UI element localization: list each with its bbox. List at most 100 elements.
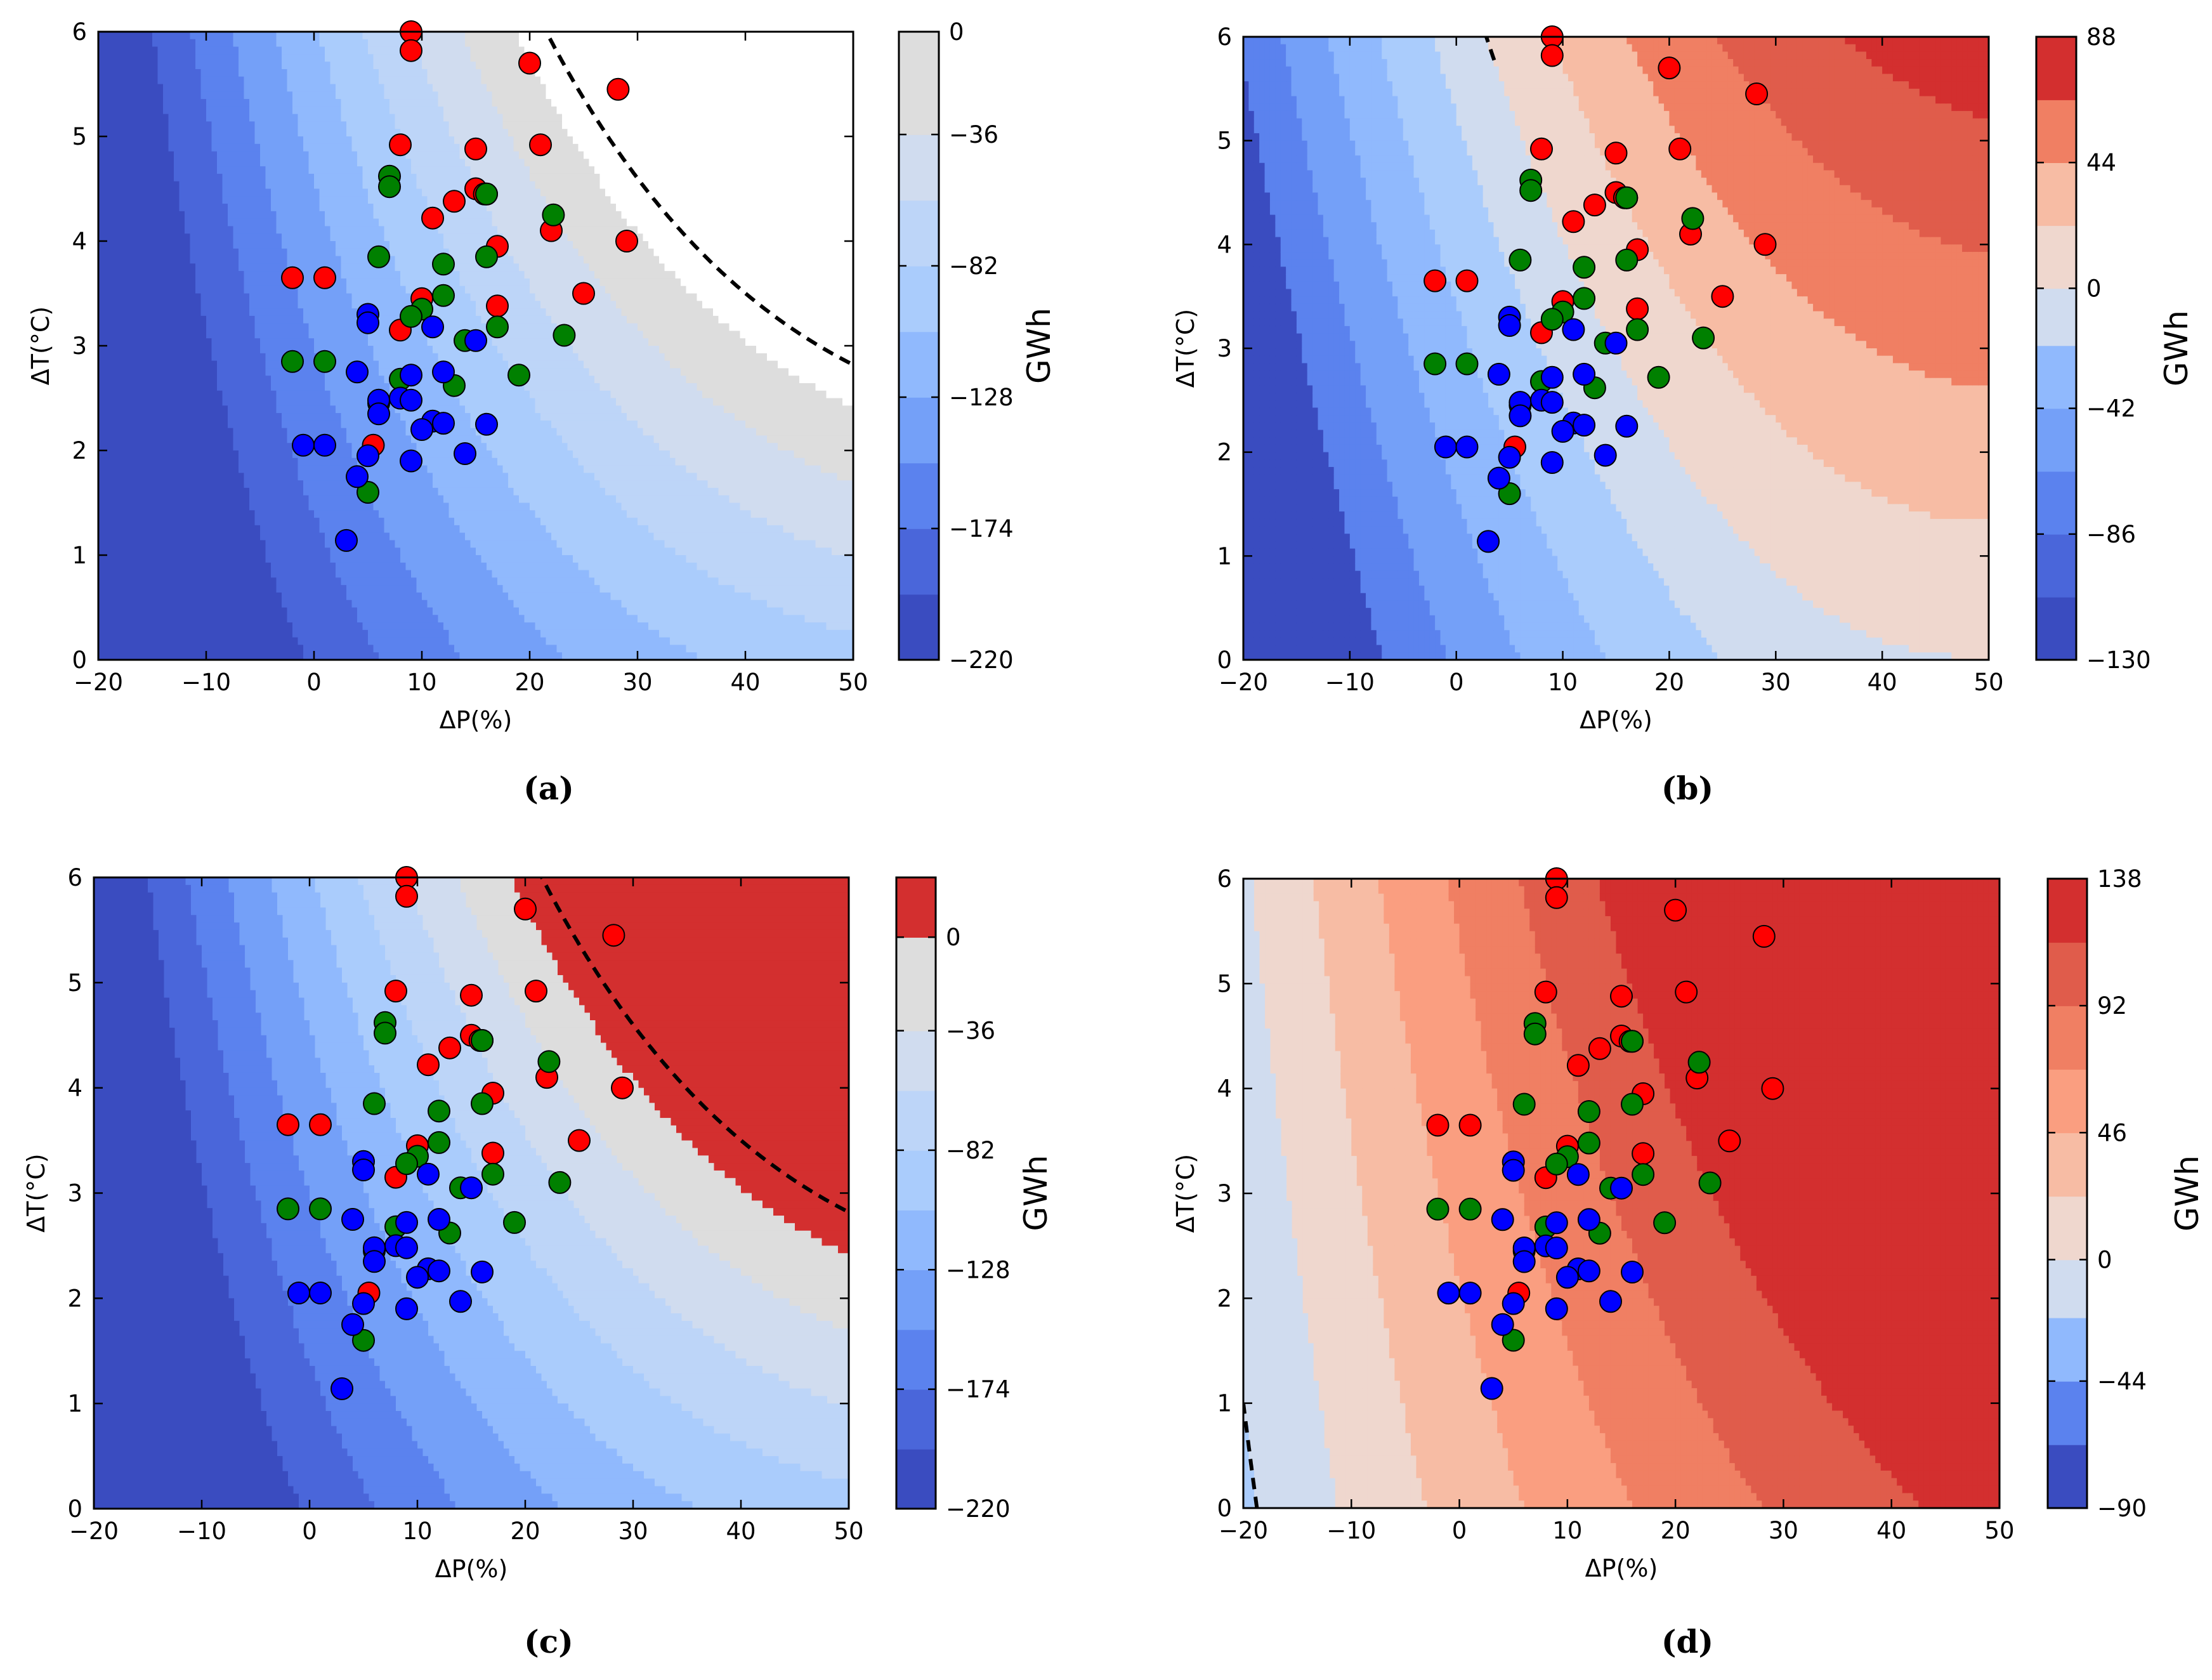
y-tick-label: 4 [67,1075,82,1102]
scatter-point-green [1626,318,1649,341]
colorbar-band [2036,100,2076,164]
scatter-point-blue [406,1266,429,1289]
colorbar-band [2036,408,2076,472]
colorbar-label: GWh [2169,1155,2206,1231]
colorbar-tick-label: −42 [2086,395,2136,423]
scatter-point-red [606,77,630,101]
scatter-point-blue [1566,1163,1590,1186]
colorbar-band [899,32,939,70]
scatter-point-blue [1610,1176,1633,1200]
scatter-point-blue [1498,314,1521,337]
scatter-point-red [1664,898,1687,922]
colorbar-label: GWh [1021,308,1057,384]
y-tick-label: 6 [67,864,82,891]
scatter-point-green [1423,352,1447,376]
scatter-point-blue [1621,1261,1644,1283]
scatter-point-blue [421,315,444,339]
zero-contour-line [1243,1403,1259,1508]
colorbar-band [2048,1381,2087,1445]
scatter-point-red [1761,1077,1784,1100]
x-tick-label: −10 [1325,669,1375,696]
colorbar-tick-label: 46 [2097,1119,2127,1146]
colorbar-band [899,528,939,595]
x-tick-label: 50 [1973,669,2003,696]
contour-field [1243,879,1999,1508]
panel-0: −20 −10 0 10 20 30 40 50 0 1 2 3 4 5 6 ΔP(%) ΔT(°C) 0 −36 −… [27,18,1057,807]
scatter-point-green [1519,179,1543,202]
colorbar-frame [2035,36,2078,661]
scatter-point-blue [1502,1158,1525,1182]
x-tick-label: 50 [834,1518,863,1545]
scatter-point-green [548,1171,572,1194]
colorbar-band [2036,345,2076,409]
scatter-point-blue [1577,1208,1600,1231]
scatter-point-red [1711,285,1734,308]
scatter-point-green [277,1197,299,1221]
colorbar-band [899,397,939,464]
scatter-point-red [1562,210,1585,233]
x-axis-label: ΔP(%) [435,1555,508,1583]
x-tick-label: 10 [407,669,436,696]
colorbar-tick-label: −128 [946,1256,1011,1283]
y-tick-label: 6 [1217,23,1232,51]
scatter-point-red [602,924,625,947]
colorbar-band [899,594,939,660]
colorbar-tick-label: 88 [2086,23,2116,51]
x-tick-label: 20 [514,669,544,696]
scatter-point-red [611,1076,634,1099]
scatter-point-blue [357,311,379,334]
x-tick-label: 40 [726,1518,756,1545]
scatter-point-red [313,266,336,289]
scatter-point-blue [400,364,422,387]
colorbar-band [896,1389,936,1450]
panel-caption: (d) [1661,1623,1713,1660]
y-tick-label: 5 [1217,128,1232,155]
scatter-point-blue [428,1208,450,1231]
scatter-point-blue [1577,1259,1600,1283]
scatter-point-red [572,282,595,305]
scatter-point-red [1752,924,1776,948]
scatter-point-blue [432,360,455,384]
scatter-point-green [553,324,576,347]
scatter-point-blue [1434,435,1457,459]
colorbar-band [899,69,939,135]
scatter-point-blue [313,433,336,457]
colorbar-tick-label: −44 [2097,1368,2147,1395]
scatter-point-green [481,1162,504,1186]
colorbar-band [2048,1132,2087,1197]
y-tick-label: 1 [67,1390,82,1417]
scatter-point-green [1455,352,1479,376]
colorbar-frame [2046,877,2088,1509]
scatter-point-green [1573,287,1596,310]
colorbar-tick-label: −36 [949,121,998,148]
scatter-point-blue [1573,414,1596,437]
x-tick-label: 30 [1761,669,1791,696]
scatter-point-blue [400,388,422,412]
y-axis-label: ΔT(°C) [22,1153,50,1232]
scatter-point-blue [1545,1237,1568,1259]
scatter-point-red [615,230,638,253]
y-tick-label: 4 [72,228,87,255]
x-tick-label: 50 [1984,1517,2014,1544]
scatter-point-green [357,481,379,504]
scatter-point-red [460,983,483,1007]
scatter-point-blue [341,1313,364,1336]
scatter-point-blue [1555,1266,1579,1289]
x-tick-label: 30 [1769,1517,1798,1544]
scatter-point-blue [352,1292,375,1315]
scatter-point-red [1632,1142,1655,1165]
scatter-point-red [438,1036,461,1060]
contour-field [94,877,849,1509]
scatter-point-blue [471,1260,494,1283]
scatter-point-green [542,203,565,226]
scatter-point-blue [335,528,358,552]
scatter-point-green [309,1197,332,1221]
colorbar-band [899,331,939,398]
scatter-point-green [1577,1131,1600,1155]
colorbar-band [2036,471,2076,535]
scatter-point-red [518,51,541,75]
scatter-point-green [503,1211,526,1234]
scatter-point-blue [1491,1313,1514,1336]
scatter-point-red [1745,82,1769,105]
y-tick-label: 1 [72,542,87,569]
